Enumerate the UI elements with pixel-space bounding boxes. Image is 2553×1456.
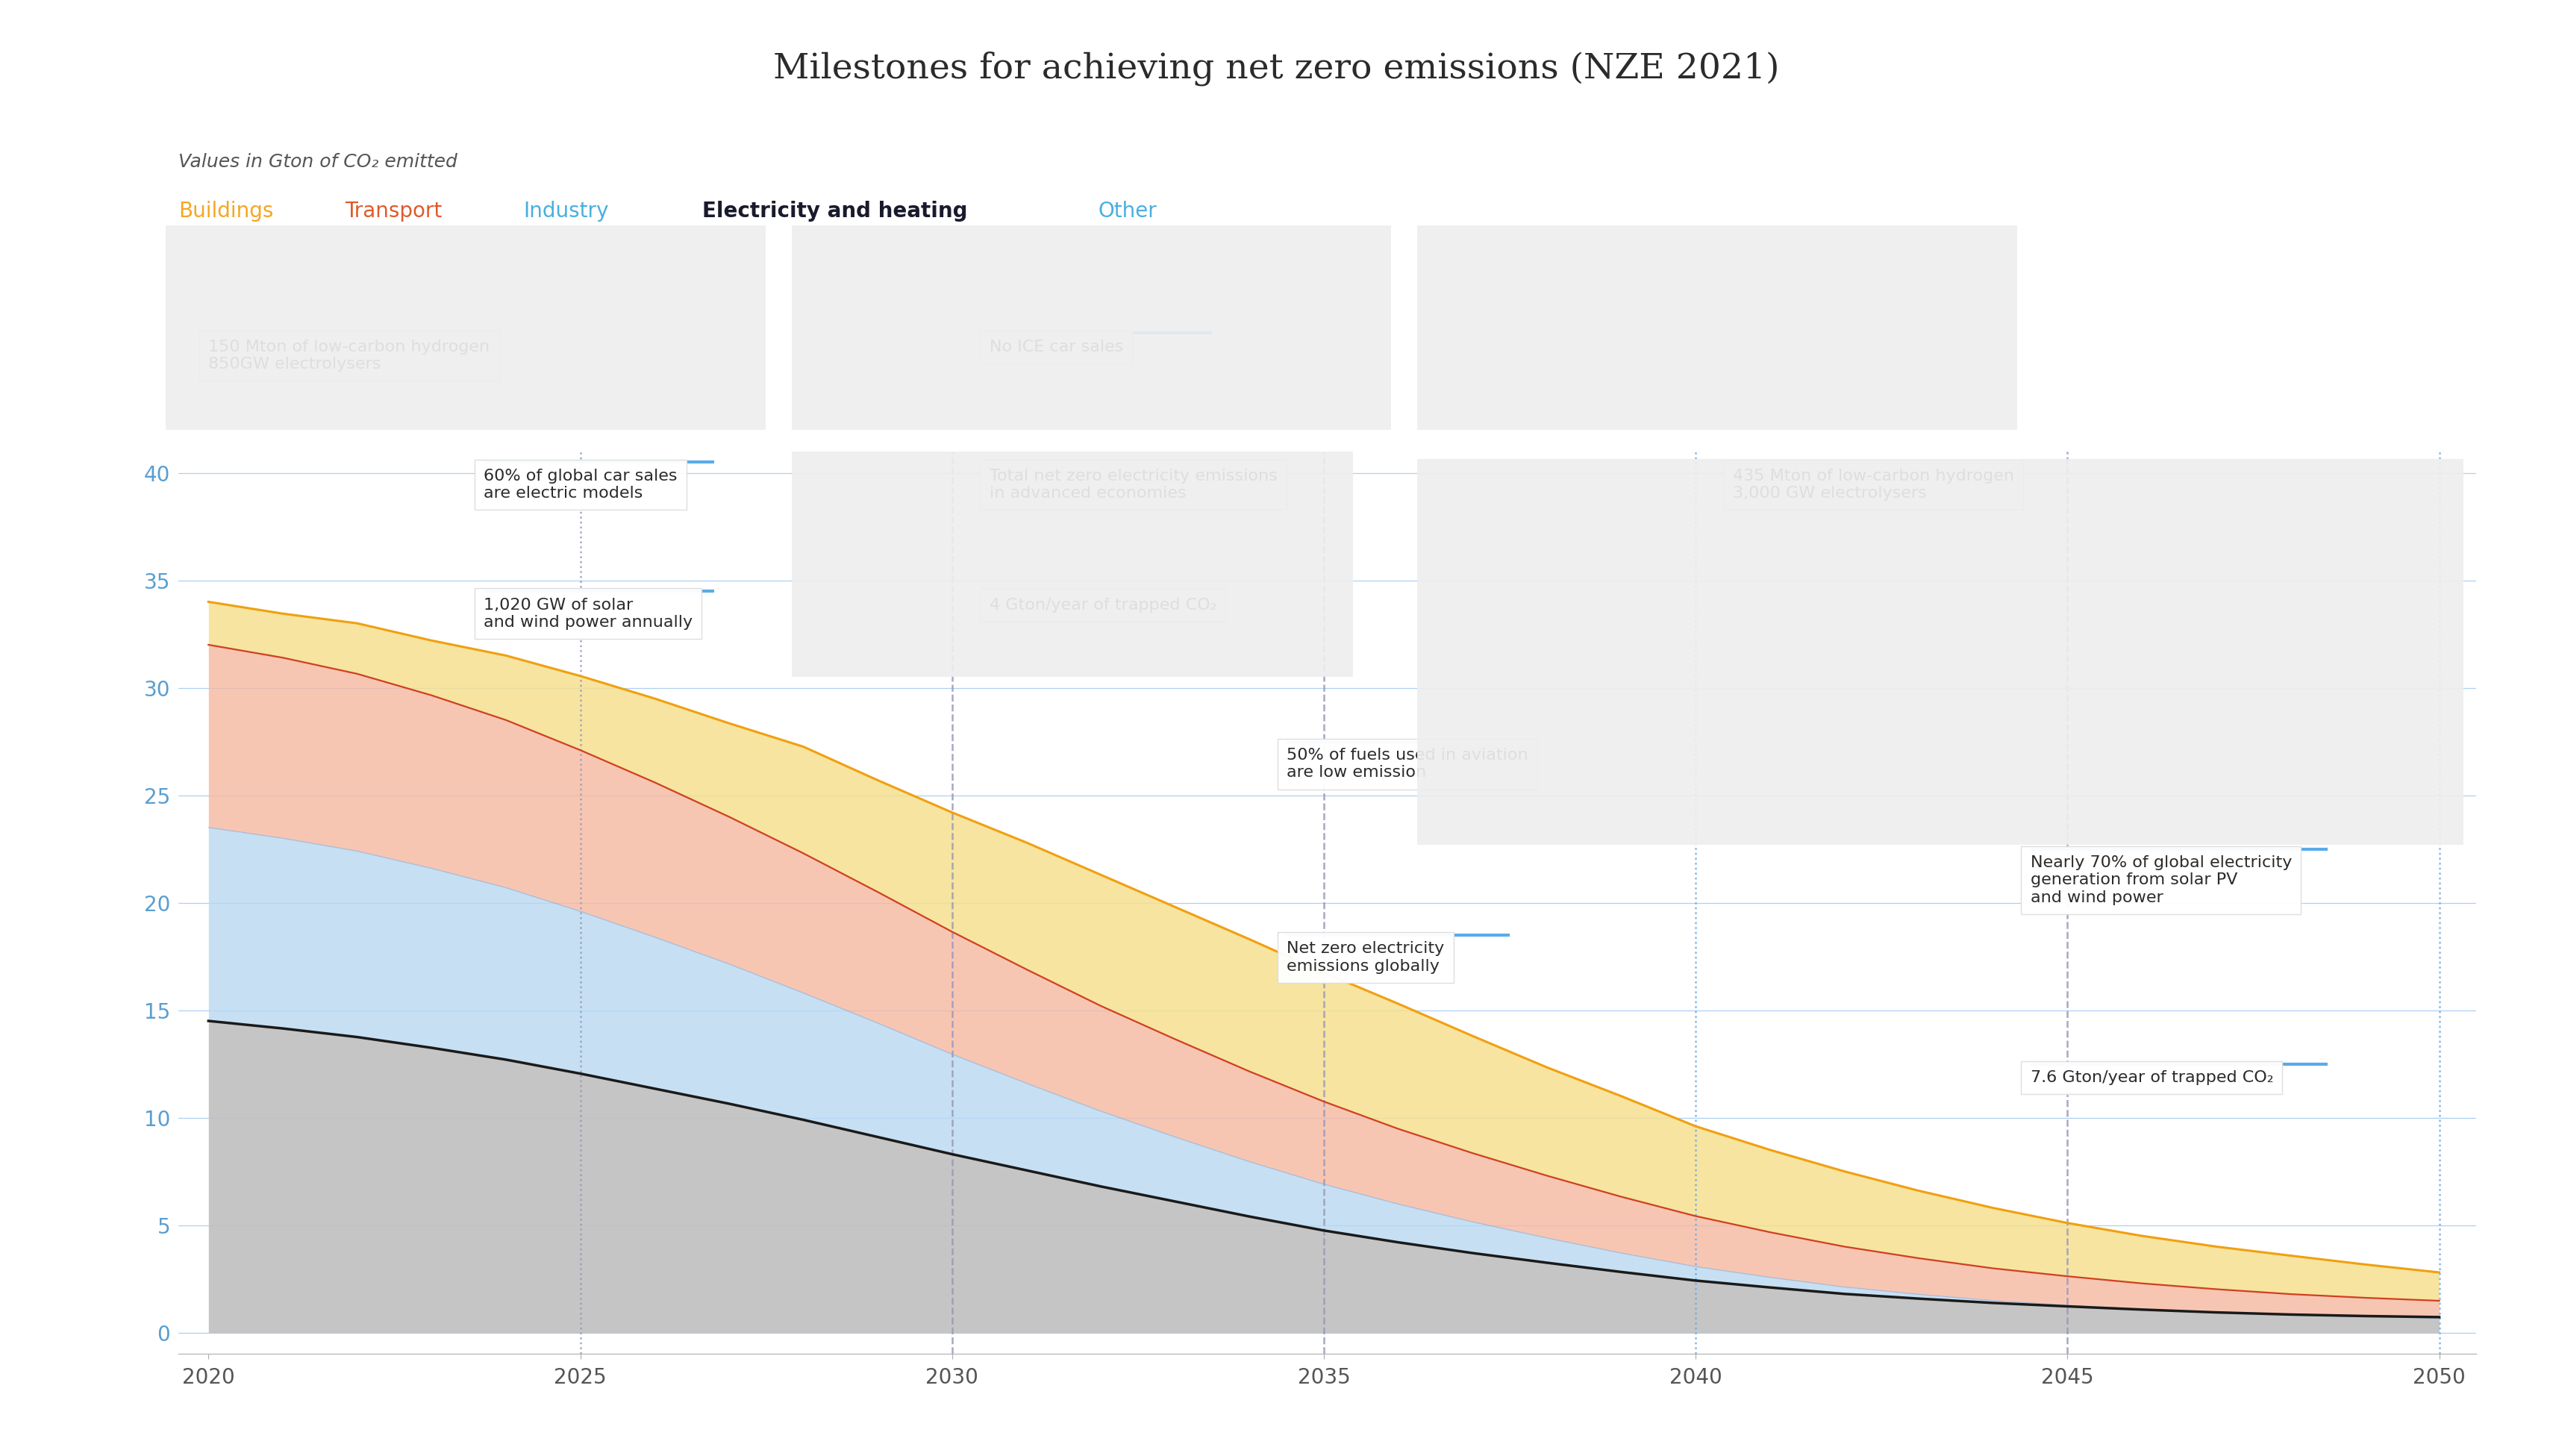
Text: 7.6 Gton/year of trapped CO₂: 7.6 Gton/year of trapped CO₂ bbox=[2030, 1070, 2272, 1085]
Text: Other: Other bbox=[1098, 201, 1157, 221]
Text: Industry: Industry bbox=[523, 201, 608, 221]
Text: Buildings: Buildings bbox=[179, 201, 273, 221]
Text: 50% of fuels used in aviation
are low emission: 50% of fuels used in aviation are low em… bbox=[1287, 748, 1529, 780]
Text: 60% of global car sales
are electric models: 60% of global car sales are electric mod… bbox=[483, 469, 677, 501]
Text: Nearly 70% of global electricity
generation from solar PV
and wind power: Nearly 70% of global electricity generat… bbox=[2030, 856, 2293, 906]
Text: 150 Mton of low-carbon hydrogen
850GW electrolysers: 150 Mton of low-carbon hydrogen 850GW el… bbox=[209, 339, 490, 371]
Text: 435 Mton of low-carbon hydrogen
3,000 GW electrolysers: 435 Mton of low-carbon hydrogen 3,000 GW… bbox=[1733, 469, 2014, 501]
Text: Total net zero electricity emissions
in advanced economies: Total net zero electricity emissions in … bbox=[988, 469, 1276, 501]
Text: Milestones for achieving net zero emissions (NZE 2021): Milestones for achieving net zero emissi… bbox=[774, 51, 1779, 86]
Text: Transport: Transport bbox=[345, 201, 442, 221]
Text: 4 Gton/year of trapped CO₂: 4 Gton/year of trapped CO₂ bbox=[988, 597, 1215, 613]
Text: No ICE car sales: No ICE car sales bbox=[988, 339, 1123, 354]
Text: Values in Gton of CO₂ emitted: Values in Gton of CO₂ emitted bbox=[179, 153, 457, 170]
Text: Electricity and heating: Electricity and heating bbox=[702, 201, 968, 221]
Text: 1,020 GW of solar
and wind power annually: 1,020 GW of solar and wind power annuall… bbox=[483, 597, 692, 630]
Text: Net zero electricity
emissions globally: Net zero electricity emissions globally bbox=[1287, 942, 1445, 974]
